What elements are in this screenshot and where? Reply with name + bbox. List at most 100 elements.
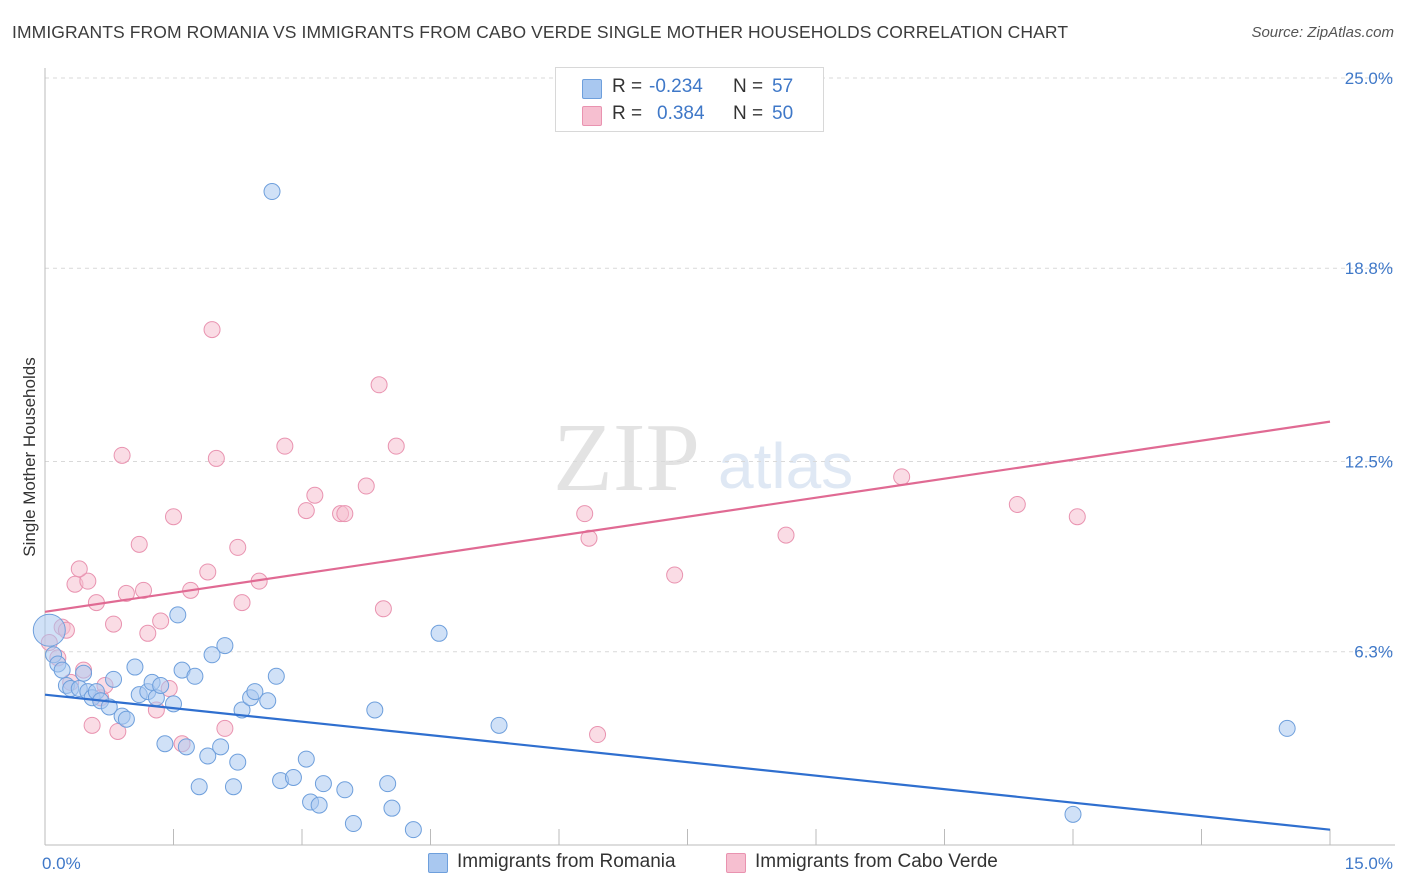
cabo-verde-point [83,716,101,734]
cabo-n-label: N = [733,103,764,124]
romania-point [404,821,422,839]
legend-romania-swatch [428,853,448,873]
cabo-verde-point [1008,495,1026,513]
romania-point [310,796,328,814]
series-romania-points [32,183,1296,839]
romania-point [263,183,281,201]
legend-cabo-verde-swatch [726,853,746,873]
romania-point [32,613,66,647]
cabo-verde-point [165,508,182,526]
y-tick-label: 12.5% [1345,453,1393,472]
romania-point [344,815,362,833]
romania-trend-line [44,693,1331,831]
y-axis-label: Single Mother Households [20,357,39,556]
cabo-verde-point [203,321,221,339]
cabo-verde-point [139,624,157,642]
romania-point [259,692,277,710]
romania-point [284,769,302,787]
cabo-verde-point [306,486,324,504]
cabo-verde-point [233,594,251,612]
romania-point [117,710,135,728]
romania-point [314,775,332,793]
legend-romania-label: Immigrants from Romania [457,851,676,872]
romania-point [156,735,174,753]
romania-point [53,661,71,679]
romania-point [366,701,384,719]
romania-r-value: -0.234 [649,76,703,97]
romania-point [75,664,93,682]
cabo-verde-point [893,468,911,486]
watermark-atlas: atlas [718,430,853,502]
romania-point [169,606,187,624]
cabo-verde-point [105,615,123,633]
cabo-verde-point [297,502,315,520]
cabo-verde-point [374,600,392,618]
legend-cabo-verde-label: Immigrants from Cabo Verde [755,851,998,872]
cabo-verde-swatch [582,106,602,126]
cabo-r-value: 0.384 [657,103,705,124]
cabo-verde-point [229,538,247,556]
trend-lines [44,420,1331,831]
watermark-zip: ZIP [553,404,700,512]
cabo-verde-point [152,612,170,630]
romania-point [383,799,401,817]
romania-r-label: R = [612,76,643,97]
romania-point [336,781,354,799]
x-tick-label: 15.0% [1345,854,1393,873]
x-tick-label: 0.0% [42,854,81,873]
cabo-verde-point [199,563,217,581]
cabo-verde-point [336,505,354,523]
cabo-n-value: 50 [772,103,794,124]
romania-point [177,738,195,756]
cabo-verde-point [70,560,88,578]
tick-labels: 6.3% 12.5% 18.8% 25.0% 0.0% 15.0% [42,69,1393,873]
source-credit: Source: ZipAtlas.com [1251,24,1394,41]
romania-point [224,778,242,796]
cabo-verde-point [370,376,388,394]
series-cabo-verde-points [40,321,1086,753]
cabo-verde-point [79,572,97,590]
cabo-verde-point [777,526,795,544]
romania-point [246,683,264,701]
romania-point [216,637,234,655]
romania-point [186,667,204,685]
cabo-verde-point [387,437,405,455]
cabo-verde-point [666,566,684,584]
cabo-verde-point [117,584,135,602]
cabo-verde-point [113,446,131,464]
axes [44,68,1395,846]
cabo-verde-point [576,505,594,523]
romania-n-value: 57 [772,76,794,97]
romania-point [267,667,285,685]
romania-point [105,670,123,688]
romania-swatch [582,79,602,99]
cabo-verde-trend-line [44,420,1331,613]
cabo-verde-point [276,437,294,455]
cabo-verde-point [216,719,234,737]
y-tick-label: 25.0% [1345,69,1393,88]
romania-point [152,676,170,694]
cabo-r-label: R = [612,103,643,124]
romania-n-label: N = [733,76,764,97]
romania-point [1278,719,1296,737]
y-tick-label: 6.3% [1354,643,1393,662]
chart-title: IMMIGRANTS FROM ROMANIA VS IMMIGRANTS FR… [12,22,1069,42]
romania-point [1064,805,1082,823]
romania-point [490,716,508,734]
romania-point [379,775,397,793]
romania-point [430,624,448,642]
romania-point [212,738,230,756]
romania-point [190,778,208,796]
romania-point [297,750,315,768]
correlation-legend: R = -0.234 N = 57 R = 0.384 N = 50 [555,67,824,132]
cabo-verde-point [357,477,375,495]
cabo-verde-point [207,449,225,467]
romania-point [229,753,247,771]
cabo-verde-point [1068,508,1086,526]
romania-point [203,646,221,664]
cabo-verde-point [589,726,607,744]
y-tick-label: 18.8% [1345,259,1393,278]
romania-point [126,658,144,676]
grid-lines [45,77,1395,653]
romania-point [199,747,217,765]
